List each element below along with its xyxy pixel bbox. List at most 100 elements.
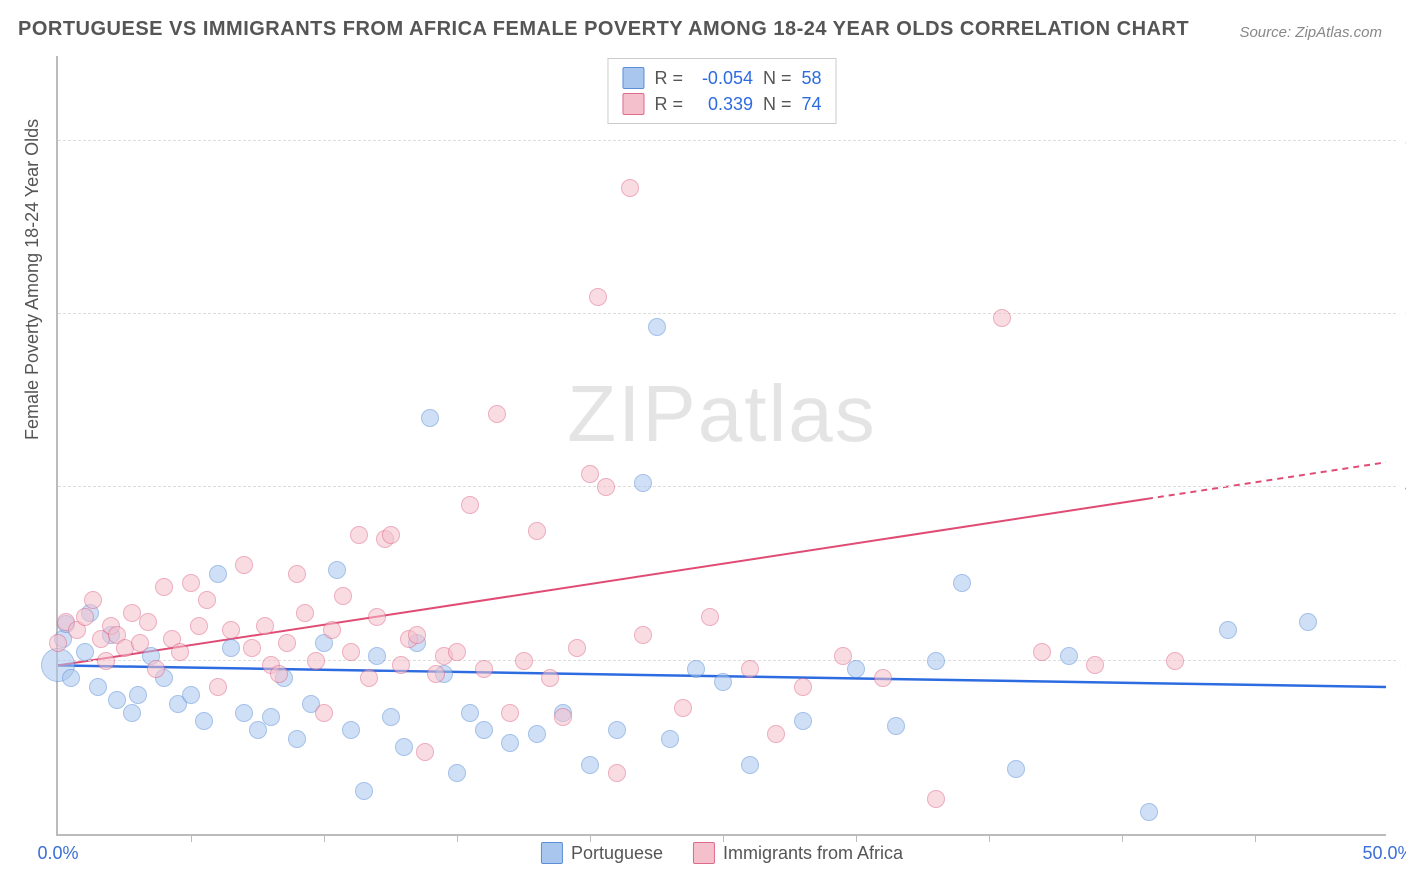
- data-point: [368, 608, 386, 626]
- data-point: [222, 639, 240, 657]
- y-tick-label: 20.0%: [1397, 650, 1406, 671]
- data-point: [49, 634, 67, 652]
- data-point: [927, 652, 945, 670]
- n-label: N =: [763, 91, 792, 117]
- swatch-blue-icon: [541, 842, 563, 864]
- data-point: [608, 764, 626, 782]
- data-point: [209, 565, 227, 583]
- data-point: [528, 522, 546, 540]
- data-point: [76, 643, 94, 661]
- y-tick-label: 80.0%: [1397, 130, 1406, 151]
- x-tick: [723, 834, 724, 842]
- data-point: [147, 660, 165, 678]
- x-tick: [590, 834, 591, 842]
- data-point: [475, 660, 493, 678]
- x-tick-label: 0.0%: [37, 843, 78, 864]
- trend-lines: [58, 56, 1386, 834]
- data-point: [296, 604, 314, 622]
- legend: Portuguese Immigrants from Africa: [541, 842, 903, 864]
- data-point: [1033, 643, 1051, 661]
- stat-row-immigrants: R = 0.339 N = 74: [622, 91, 821, 117]
- data-point: [1166, 652, 1184, 670]
- data-point: [608, 721, 626, 739]
- data-point: [887, 717, 905, 735]
- data-point: [461, 704, 479, 722]
- data-point: [648, 318, 666, 336]
- data-point: [182, 574, 200, 592]
- data-point: [1140, 803, 1158, 821]
- watermark: ZIPatlas: [567, 368, 876, 460]
- data-point: [448, 764, 466, 782]
- data-point: [368, 647, 386, 665]
- r-label: R =: [654, 91, 683, 117]
- data-point: [767, 725, 785, 743]
- data-point: [501, 704, 519, 722]
- data-point: [342, 643, 360, 661]
- data-point: [927, 790, 945, 808]
- data-point: [195, 712, 213, 730]
- y-tick-label: 40.0%: [1397, 477, 1406, 498]
- source-label: Source: ZipAtlas.com: [1239, 24, 1382, 41]
- data-point: [235, 556, 253, 574]
- data-point: [342, 721, 360, 739]
- data-point: [488, 405, 506, 423]
- data-point: [62, 669, 80, 687]
- data-point: [621, 179, 639, 197]
- data-point: [89, 678, 107, 696]
- data-point: [382, 708, 400, 726]
- data-point: [360, 669, 378, 687]
- data-point: [123, 704, 141, 722]
- chart-title: PORTUGUESE VS IMMIGRANTS FROM AFRICA FEM…: [18, 18, 1189, 41]
- data-point: [528, 725, 546, 743]
- data-point: [953, 574, 971, 592]
- data-point: [475, 721, 493, 739]
- data-point: [395, 738, 413, 756]
- data-point: [589, 288, 607, 306]
- legend-item-immigrants: Immigrants from Africa: [693, 842, 903, 864]
- gridline-h: [58, 313, 1396, 314]
- data-point: [350, 526, 368, 544]
- data-point: [288, 730, 306, 748]
- data-point: [256, 617, 274, 635]
- data-point: [421, 409, 439, 427]
- data-point: [416, 743, 434, 761]
- data-point: [139, 613, 157, 631]
- data-point: [262, 708, 280, 726]
- data-point: [307, 652, 325, 670]
- data-point: [84, 591, 102, 609]
- data-point: [448, 643, 466, 661]
- data-point: [129, 686, 147, 704]
- data-point: [687, 660, 705, 678]
- swatch-blue-icon: [622, 67, 644, 89]
- data-point: [501, 734, 519, 752]
- x-tick: [324, 834, 325, 842]
- data-point: [108, 691, 126, 709]
- data-point: [182, 686, 200, 704]
- r-label: R =: [654, 65, 683, 91]
- gridline-h: [58, 486, 1396, 487]
- swatch-pink-icon: [693, 842, 715, 864]
- data-point: [541, 669, 559, 687]
- data-point: [355, 782, 373, 800]
- swatch-pink-icon: [622, 93, 644, 115]
- data-point: [741, 660, 759, 678]
- data-point: [1007, 760, 1025, 778]
- data-point: [382, 526, 400, 544]
- data-point: [270, 665, 288, 683]
- watermark-bold: ZIP: [567, 369, 697, 458]
- data-point: [794, 678, 812, 696]
- watermark-thin: atlas: [698, 369, 877, 458]
- data-point: [674, 699, 692, 717]
- data-point: [155, 578, 173, 596]
- data-point: [1086, 656, 1104, 674]
- data-point: [1299, 613, 1317, 631]
- data-point: [581, 756, 599, 774]
- data-point: [794, 712, 812, 730]
- data-point: [461, 496, 479, 514]
- data-point: [581, 465, 599, 483]
- data-point: [288, 565, 306, 583]
- data-point: [97, 652, 115, 670]
- stat-row-portuguese: R = -0.054 N = 58: [622, 65, 821, 91]
- gridline-h: [58, 140, 1396, 141]
- x-tick-label: 50.0%: [1362, 843, 1406, 864]
